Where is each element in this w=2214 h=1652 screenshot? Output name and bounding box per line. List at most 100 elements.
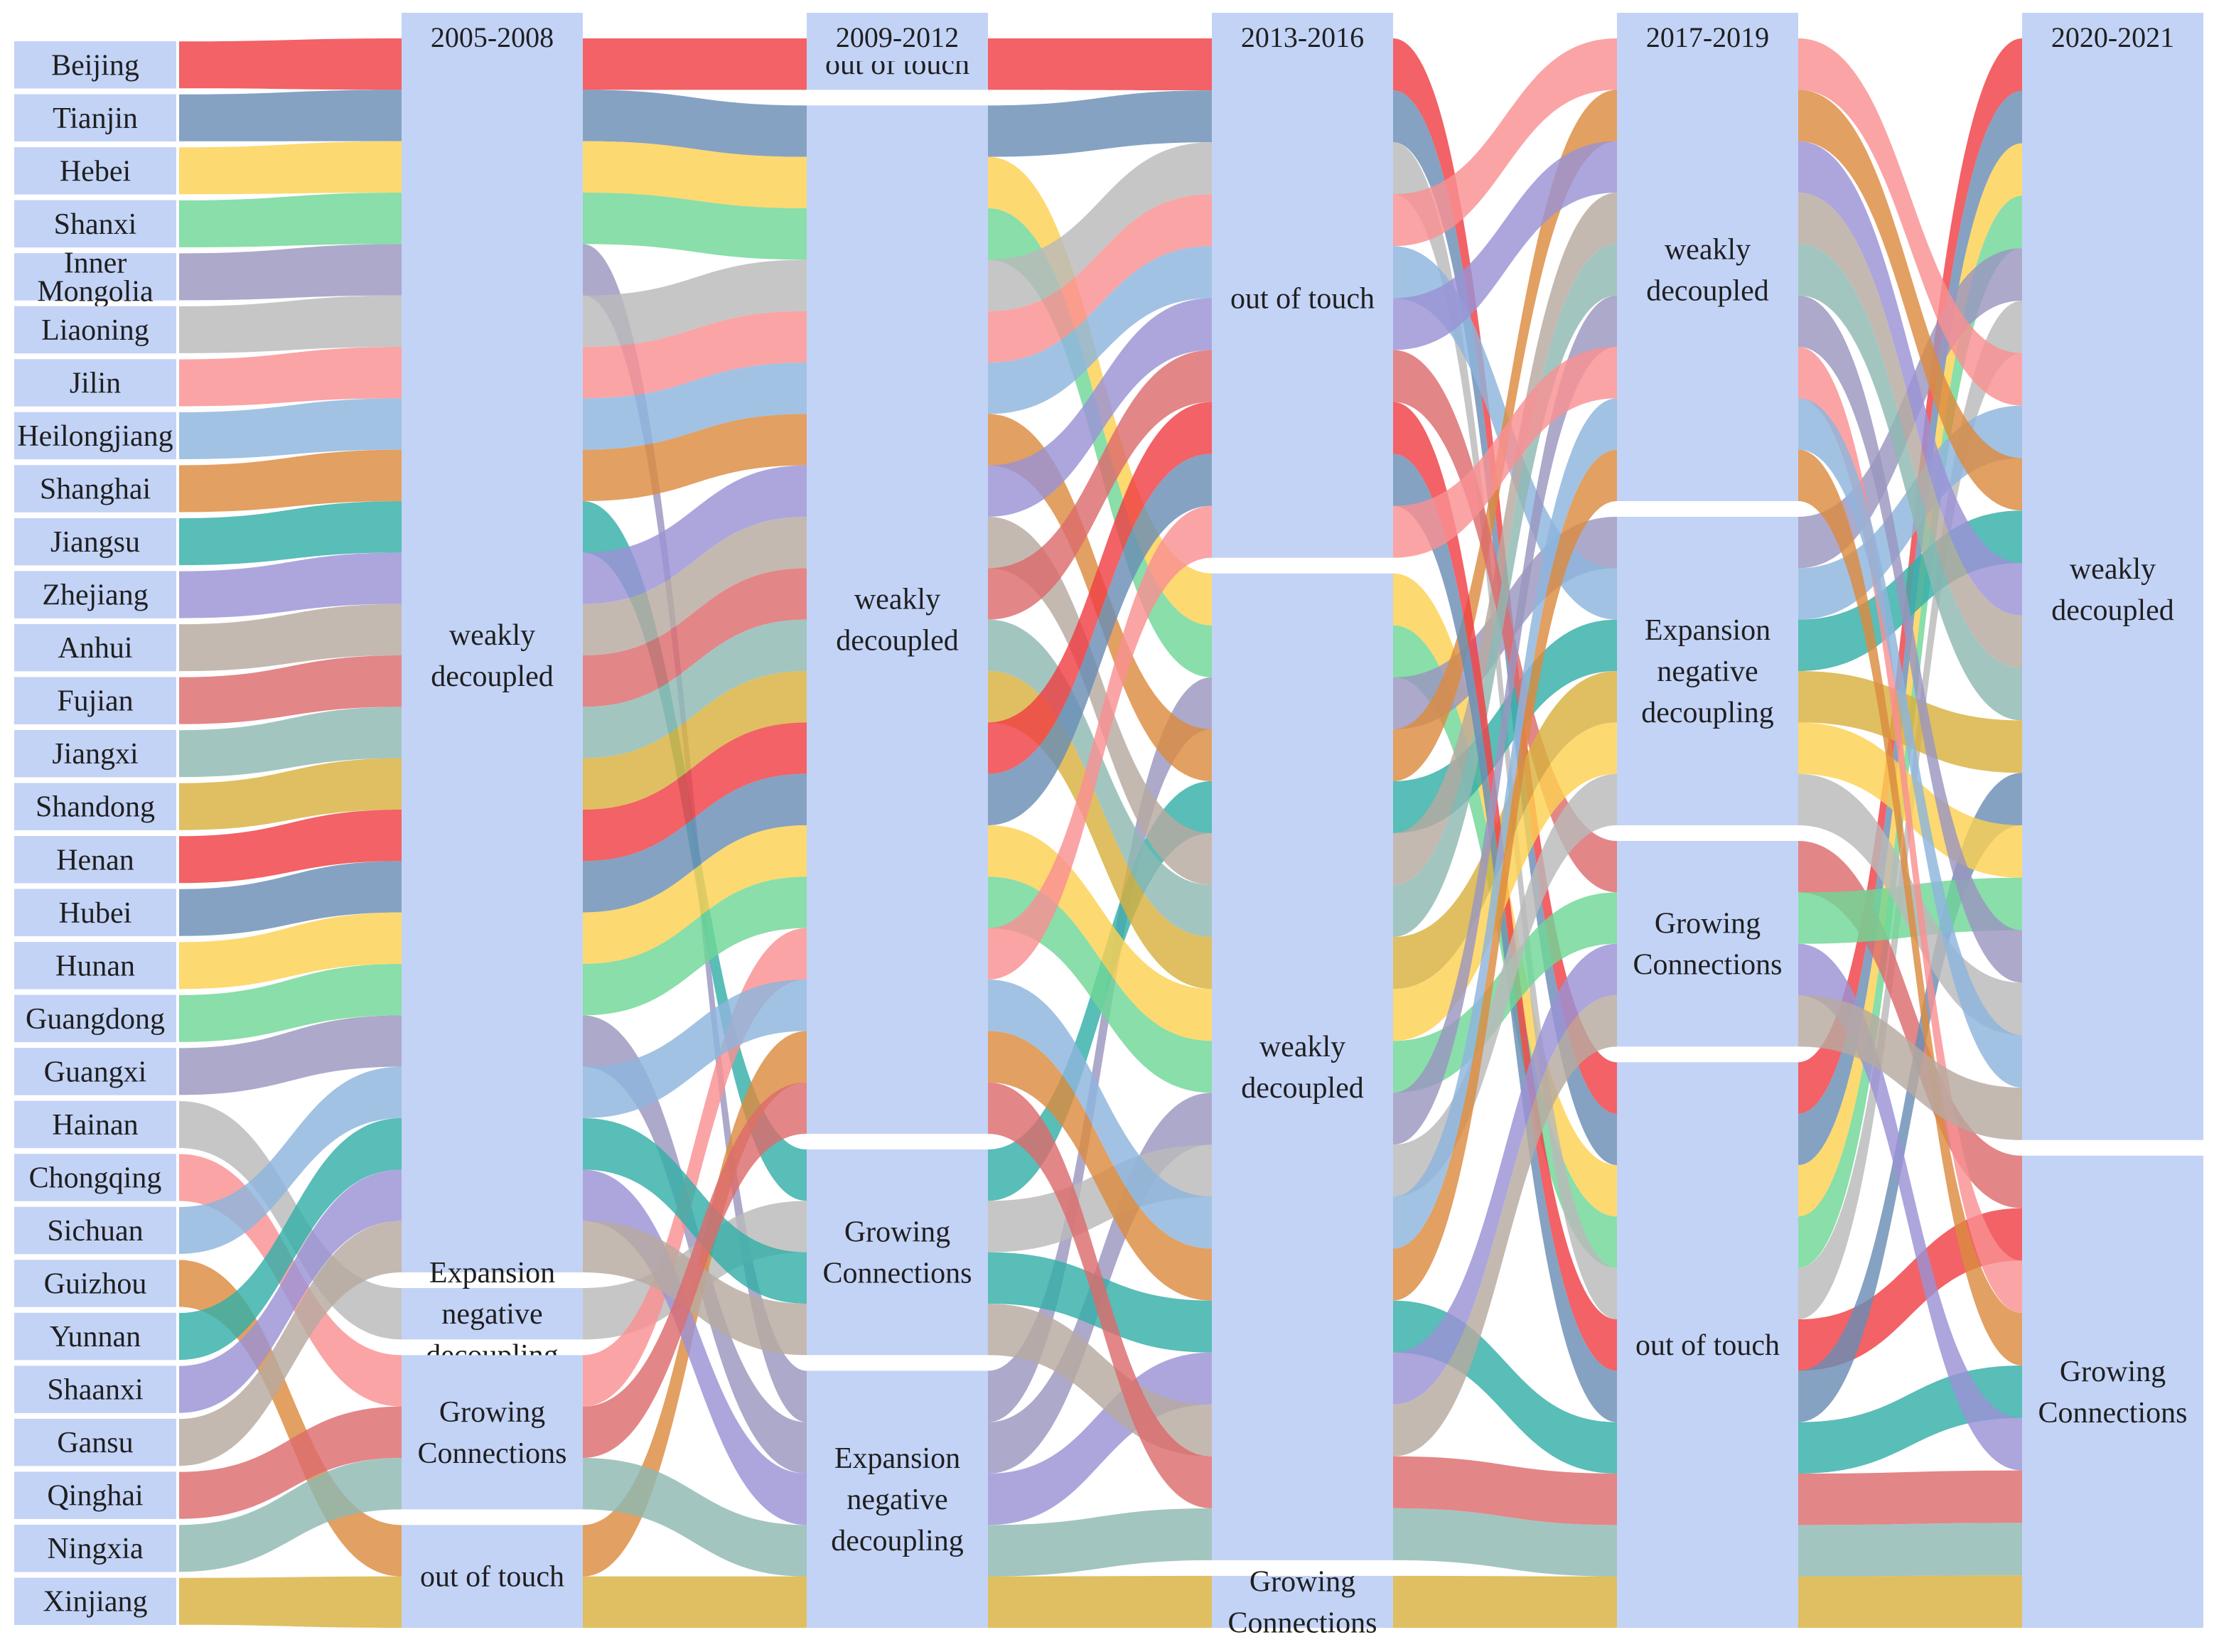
node-label-2017-2019-end: Expansion <box>1645 614 1770 647</box>
flow-jiangxi-3 <box>1393 244 1617 938</box>
node-label-2017-2019-gc: Growing <box>1655 908 1761 940</box>
flow-shanghai-0 <box>179 449 402 513</box>
node-label-2009-2012-gc: Connections <box>823 1257 972 1290</box>
province-label-ningxia: Ningxia <box>47 1533 144 1565</box>
flow-shaanxi-1 <box>583 1169 807 1525</box>
province-label-jiangxi: Jiangxi <box>52 738 138 771</box>
province-label-hubei: Hubei <box>59 897 132 930</box>
node-label-2009-2012-end: decoupling <box>831 1525 964 1557</box>
flow-zhejiang-2 <box>988 298 1212 517</box>
node-label-2005-2008-gc: Connections <box>418 1437 567 1470</box>
flow-shaanxi-0 <box>179 1169 402 1413</box>
node-label-2017-2019-end: negative <box>1657 655 1758 688</box>
node-label-2013-2016-wd: decoupled <box>1241 1072 1364 1105</box>
province-label-yunnan: Yunnan <box>50 1321 141 1353</box>
flow-hubei-2 <box>988 454 1212 825</box>
flow-jilin-2 <box>988 194 1212 363</box>
node-2020-2021-wd <box>2022 38 2203 1140</box>
flow-shanghai-1 <box>583 414 807 501</box>
flow-ningxia-1 <box>583 1458 807 1577</box>
flow-hebei-0 <box>179 141 402 195</box>
period-header-2009-2012: 2009-2012 <box>836 21 959 53</box>
node-2017-2019-oot <box>1617 1062 1798 1628</box>
node-label-2005-2008-wd: weakly <box>449 619 535 652</box>
flow-tianjin-2 <box>988 90 1212 157</box>
flow-jiangxi-4 <box>1798 244 2022 721</box>
flow-shandong-1 <box>583 671 807 810</box>
flow-liaoning-0 <box>179 295 402 353</box>
province-box-shanghai <box>14 465 176 513</box>
node-label-2013-2016-gc: Connections <box>1228 1607 1377 1639</box>
node-label-2009-2012-end: negative <box>847 1484 947 1516</box>
flow-heilongjiang-0 <box>179 398 402 459</box>
flow-jilin-0 <box>179 347 402 407</box>
province-label-shandong: Shandong <box>36 791 155 824</box>
flow-qinghai-2 <box>988 1082 1212 1508</box>
province-box-guangxi <box>14 1048 176 1095</box>
flows-layer <box>179 38 2022 1628</box>
node-label-2017-2019-end: decoupling <box>1641 697 1774 729</box>
province-label-shanghai: Shanghai <box>40 473 151 506</box>
node-label-2009-2012-end: Expansion <box>834 1442 960 1475</box>
flow-yunnan-0 <box>179 1118 402 1361</box>
flow-guangxi-4 <box>1798 295 2022 983</box>
flow-hunan-2 <box>988 825 1212 1041</box>
province-label-chongqing: Chongqing <box>29 1162 162 1194</box>
node-2013-2016-wd <box>1212 573 1393 1560</box>
province-label-jiangsu: Jiangsu <box>50 526 140 559</box>
province-label-hainan: Hainan <box>52 1109 138 1142</box>
province-label-qinghai: Qinghai <box>47 1480 143 1513</box>
flow-jilin-1 <box>583 311 807 399</box>
node-label-2017-2019-wd: decoupled <box>1646 275 1769 308</box>
flow-sichuan-1 <box>583 980 807 1118</box>
flow-beijing-1 <box>583 38 807 90</box>
flow-hubei-0 <box>179 861 402 936</box>
flow-qinghai-1 <box>583 1082 807 1458</box>
flow-henan-0 <box>179 810 402 884</box>
province-box-hubei <box>14 889 176 937</box>
province-box-jilin <box>14 359 176 407</box>
period-header-box-1 <box>807 13 988 61</box>
province-box-guizhou <box>14 1260 176 1307</box>
node-label-2005-2008-wd: decoupled <box>431 660 554 693</box>
node-2009-2012-end <box>807 1371 988 1628</box>
province-label-guangdong: Guangdong <box>26 1003 165 1036</box>
node-label-2005-2008-end: Expansion <box>429 1257 555 1289</box>
flow-guangxi-0 <box>179 1015 402 1095</box>
period-header-box-0 <box>402 13 583 61</box>
province-label-tianjin: Tianjin <box>53 102 138 135</box>
flow-beijing-2 <box>988 38 1212 91</box>
province-box-guangdong <box>14 994 176 1043</box>
flow-yunnan-1 <box>583 1118 807 1304</box>
period-header-2013-2016: 2013-2016 <box>1241 21 1364 53</box>
province-box-hainan <box>14 1100 176 1149</box>
flow-hunan-0 <box>179 912 402 989</box>
flow-sichuan-0 <box>179 1066 402 1254</box>
province-label-jilin: Jilin <box>70 367 121 399</box>
province-box-yunnan <box>14 1312 176 1361</box>
province-label-shanxi: Shanxi <box>54 208 137 241</box>
flow-zhejiang-4 <box>1798 141 2022 616</box>
province-box-hebei <box>14 147 176 195</box>
flow-anhui-0 <box>179 604 402 672</box>
province-label-guizhou: Guizhou <box>44 1268 147 1301</box>
province-box-inner-mongolia <box>14 253 176 301</box>
province-box-sichuan <box>14 1206 176 1255</box>
flow-hubei-1 <box>583 773 807 913</box>
node-label-2009-2012-wd: weakly <box>854 584 940 616</box>
flow-xinjiang-4 <box>1798 1575 2022 1628</box>
province-label-guangxi: Guangxi <box>44 1056 147 1088</box>
node-label-2009-2012-wd: decoupled <box>836 625 959 658</box>
node-label-2005-2008-end: negative <box>441 1298 542 1331</box>
flow-gansu-0 <box>179 1221 402 1466</box>
flow-ningxia-0 <box>179 1458 402 1572</box>
flow-shanxi-1 <box>583 193 807 260</box>
flow-gansu-3 <box>1393 995 1617 1457</box>
flow-jilin-3 <box>1393 38 1617 247</box>
province-box-shaanxi <box>14 1366 176 1413</box>
flow-guizhou-3 <box>1393 449 1617 1301</box>
flow-ningxia-2 <box>988 1508 1212 1577</box>
flow-henan-2 <box>988 402 1212 774</box>
flow-henan-1 <box>583 722 807 862</box>
flow-sichuan-4 <box>1798 398 2022 1088</box>
